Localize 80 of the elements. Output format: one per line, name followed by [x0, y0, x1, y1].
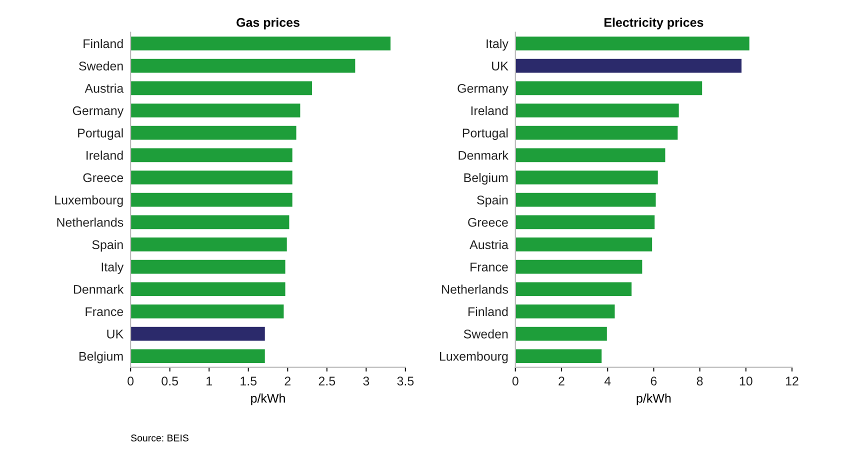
bar	[130, 260, 286, 274]
y-tick-label: Germany	[458, 84, 508, 96]
source-note: Source: BEIS	[131, 434, 188, 442]
x-tick-label: 8	[696, 376, 703, 386]
bar	[130, 304, 284, 318]
bar	[130, 238, 287, 252]
bar	[515, 148, 666, 162]
x-tick-label: 2	[284, 376, 290, 386]
y-tick-label: Austria	[84, 84, 124, 93]
bar	[130, 104, 300, 118]
x-tick-label: 2.5	[318, 376, 336, 386]
y-tick-label: Portugal	[462, 128, 508, 140]
y-tick-label: Denmark	[74, 284, 124, 294]
x-tick-label: 6	[650, 376, 657, 386]
bar	[515, 304, 615, 318]
x-axis-title: p/kWh	[251, 394, 285, 406]
y-tick-label: Ireland	[471, 106, 508, 116]
y-tick-label: Spain	[477, 195, 508, 207]
y-tick-label: Finland	[468, 306, 508, 316]
x-tick-label: 0	[128, 376, 134, 386]
bar	[515, 170, 658, 184]
bar	[515, 282, 632, 296]
x-tick-label: 2	[558, 376, 564, 386]
y-tick-label: Italy	[486, 38, 508, 51]
y-tick-label: Luxembourg	[440, 352, 508, 364]
y-tick-label: Sweden	[464, 329, 508, 338]
bar	[515, 192, 656, 207]
y-tick-label: Belgium	[79, 352, 123, 364]
y-tick-label: Denmark	[458, 150, 508, 160]
bar	[130, 192, 292, 207]
x-tick-label: 10	[740, 376, 752, 386]
bar	[130, 215, 290, 230]
bar	[130, 36, 391, 50]
bar	[130, 326, 265, 341]
y-tick-label: Netherlands	[442, 284, 508, 294]
bar	[130, 282, 286, 296]
x-axis-title: p/kWh	[636, 394, 671, 406]
y-tick-label: Austria	[470, 240, 508, 250]
y-tick-label: Finland	[84, 38, 123, 48]
bar	[130, 81, 312, 96]
y-tick-label: Spain	[92, 240, 123, 252]
x-tick-label: 1	[206, 376, 212, 386]
bar	[130, 148, 292, 162]
x-tick-label: 1.5	[240, 376, 257, 386]
x-tick-label: 12	[786, 376, 798, 386]
y-tick-label: Luxembourg	[55, 195, 123, 207]
bar	[515, 58, 742, 73]
y-tick-label: Greece	[83, 173, 124, 182]
chart-title: Gas prices	[236, 18, 300, 30]
bar	[515, 349, 602, 364]
y-tick-label: France	[470, 262, 508, 272]
x-tick-label: 4	[604, 376, 611, 386]
bar	[515, 238, 652, 252]
bar	[130, 58, 356, 73]
y-tick-label: Greece	[468, 218, 508, 227]
bar	[130, 349, 265, 364]
bar	[130, 126, 296, 140]
y-tick-label: UK	[492, 62, 508, 70]
y-tick-label: Ireland	[86, 150, 123, 160]
x-tick-label: 3.5	[397, 376, 414, 386]
chart-title: Electricity prices	[604, 18, 704, 30]
x-tick-label: 0.5	[162, 376, 178, 386]
bar	[515, 326, 607, 341]
x-tick-label: 3	[363, 376, 370, 386]
y-tick-label: Sweden	[79, 61, 123, 70]
y-tick-label: Germany	[72, 106, 124, 118]
y-tick-label: Netherlands	[57, 218, 124, 227]
y-tick-label: UK	[107, 330, 124, 338]
bar	[515, 81, 702, 96]
y-tick-label: Portugal	[78, 128, 123, 140]
y-tick-label: France	[86, 307, 124, 316]
x-tick-label: 0	[512, 376, 518, 386]
y-tick-label: Italy	[102, 262, 124, 274]
y-tick-label: Belgium	[464, 172, 508, 185]
bar	[515, 126, 678, 140]
bar	[515, 260, 642, 274]
bar	[130, 170, 292, 184]
bar	[515, 104, 679, 118]
bar	[515, 36, 750, 50]
bar	[515, 215, 655, 230]
